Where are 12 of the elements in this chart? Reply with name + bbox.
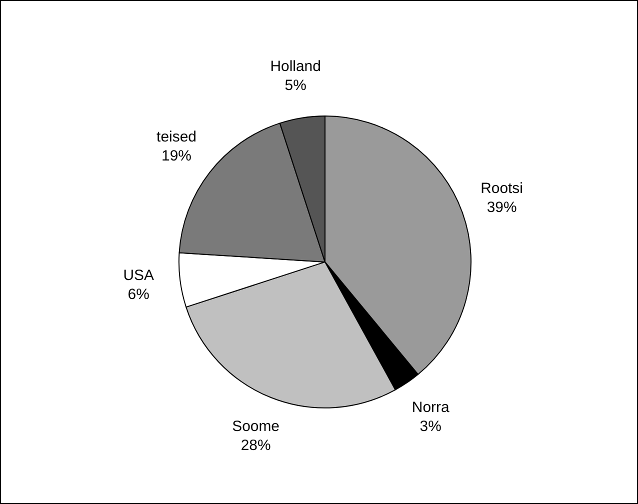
data-label: 39% (486, 198, 517, 216)
slice-label: USA (123, 267, 154, 284)
slice-label: Norra (412, 398, 450, 416)
data-label: 5% (284, 77, 306, 94)
slice-label: Holland (270, 58, 321, 76)
data-label: 28% (240, 437, 271, 454)
data-label: 3% (420, 418, 442, 435)
data-label: 19% (162, 147, 192, 164)
slice-label: Rootsi (480, 180, 523, 198)
slice-label: Soome (232, 418, 280, 436)
slice-label: teised (156, 128, 196, 146)
data-label: 6% (128, 286, 150, 304)
